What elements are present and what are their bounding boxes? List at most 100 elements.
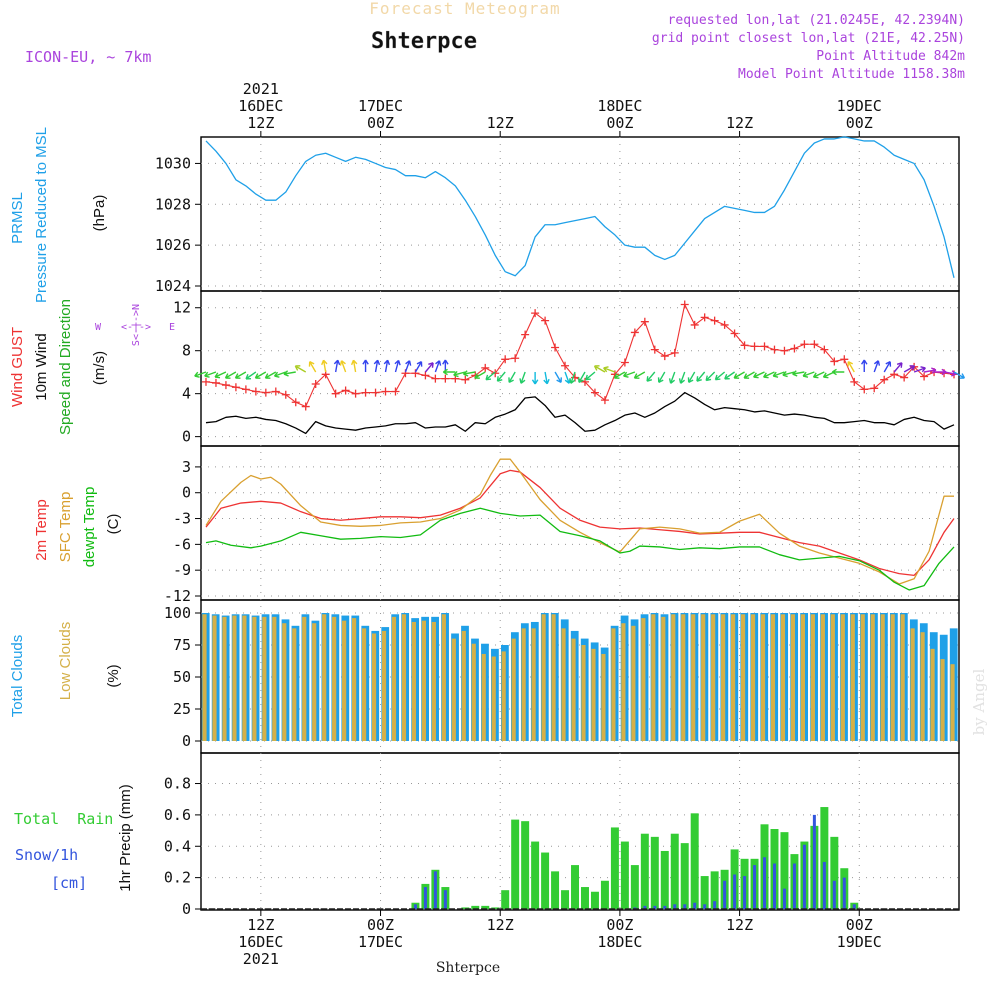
- rain-bar: [551, 871, 560, 909]
- low-cloud-bar: [830, 614, 835, 741]
- bottom-time-label: 16DEC: [238, 933, 283, 951]
- wind-direction-arrow: [657, 371, 666, 384]
- rain-bar: [670, 833, 679, 909]
- snow-bar: [713, 901, 717, 909]
- gust-marker: [561, 361, 570, 370]
- wind-direction-arrow: [883, 360, 892, 373]
- snow-bar: [802, 844, 806, 909]
- bottom-time-label: 12Z: [247, 916, 274, 934]
- y-tick-label: 4: [182, 385, 191, 403]
- wind-direction-arrow: [294, 365, 307, 373]
- prmsl-desc-label: Pressure Reduced to MSL: [33, 127, 50, 303]
- rain-bar: [461, 907, 470, 909]
- low-cloud-bar: [571, 638, 576, 741]
- bottom-time-label: 17DEC: [358, 933, 403, 951]
- top-time-label: 00Z: [606, 114, 633, 132]
- wind-direction-arrow: [519, 371, 526, 384]
- dewpt-line: [205, 507, 955, 591]
- snow-bar: [772, 863, 776, 909]
- gust-marker: [251, 387, 260, 396]
- gust-marker: [710, 316, 719, 325]
- y-tick-label: 0.4: [164, 837, 191, 855]
- y-tick-label: 1030: [155, 154, 191, 172]
- snow-bar: [753, 865, 757, 909]
- y-tick-label: 0: [182, 484, 191, 502]
- rain-bar: [690, 813, 699, 909]
- wind-direction-arrow: [613, 371, 626, 379]
- y-tick-label: 12: [173, 299, 191, 317]
- gust-marker: [351, 389, 360, 398]
- low-cloud-bar: [292, 628, 297, 741]
- y-tick-label: 0.6: [164, 806, 191, 824]
- prmsl-line: [205, 136, 955, 278]
- wind-direction-arrow: [308, 360, 317, 373]
- low-cloud-bar: [820, 614, 825, 741]
- low-cloud-bar: [800, 614, 806, 741]
- rain-bar: [511, 819, 520, 909]
- gust-marker: [720, 320, 729, 329]
- panel-frames: [200, 136, 960, 911]
- snow-bar: [723, 880, 727, 909]
- wind-direction-arrow: [782, 370, 795, 378]
- wind-direction-arrow: [893, 362, 903, 373]
- gust-marker: [301, 402, 310, 411]
- low-cloud-bar: [621, 623, 626, 741]
- low-cloud-bar: [860, 614, 865, 741]
- wind-direction-arrow: [543, 371, 550, 385]
- snow-bar: [443, 890, 447, 909]
- low-cloud-bar: [810, 614, 815, 741]
- rain-bar: [650, 836, 659, 909]
- gust-marker: [441, 374, 450, 383]
- wind-direction-arrow: [687, 371, 696, 384]
- low-cloud-bar: [760, 614, 766, 741]
- wind-labels: Wind GUST 10m Wind Speed and Direction (…: [9, 299, 175, 435]
- gust-marker: [201, 377, 210, 386]
- wind-unit: (m/s): [91, 351, 108, 385]
- wind-direction-arrow: [847, 360, 855, 373]
- top-time-label: 19DEC: [837, 97, 882, 115]
- snow-bar: [653, 905, 657, 909]
- wind-direction-arrow: [668, 371, 676, 384]
- top-time-label: 12Z: [726, 114, 753, 132]
- low-cloud-bar: [361, 628, 367, 741]
- y-tick-label: -12: [164, 587, 191, 605]
- rain-bar: [610, 827, 619, 909]
- t2m-label: 2m Temp: [33, 499, 50, 560]
- wind-direction-arrow: [245, 371, 257, 380]
- rain-bar: [780, 832, 789, 909]
- low-cloud-bar: [501, 651, 506, 741]
- rain-bar: [501, 890, 510, 909]
- gust-marker: [600, 396, 609, 405]
- gust-marker: [900, 373, 909, 382]
- panel-frame-precip: [200, 752, 960, 911]
- gust-marker: [311, 380, 320, 388]
- low-cloud-bar: [491, 656, 496, 741]
- snow-bar: [673, 904, 677, 909]
- gust-marker: [790, 344, 799, 353]
- low-cloud-bar: [411, 621, 417, 741]
- low-cloud-bar: [511, 638, 516, 741]
- low-cloud-bar: [312, 623, 317, 741]
- gust-marker: [531, 309, 540, 318]
- wind-direction-arrow: [414, 360, 423, 373]
- dew-label: dewpt Temp: [81, 487, 98, 568]
- low-cloud-bar: [671, 614, 676, 741]
- bottom-time-label: 18DEC: [597, 933, 642, 951]
- wind-direction-arrow: [333, 359, 341, 373]
- y-tick-label: -3: [173, 510, 191, 528]
- rain-bar: [820, 807, 829, 909]
- wind-direction-arrow: [633, 371, 646, 379]
- y-tick-label: 25: [173, 700, 191, 718]
- low-cloud-bar: [731, 614, 736, 741]
- wind10-line: [205, 391, 955, 435]
- low-cloud-bar: [870, 614, 875, 741]
- low-cloud-bar: [431, 621, 436, 741]
- y-tick-label: 0.8: [164, 775, 191, 793]
- rain-bar: [541, 852, 550, 909]
- snow-bar: [683, 904, 687, 909]
- top-time-label: 16DEC: [238, 97, 283, 115]
- low-cloud-bar: [601, 653, 606, 741]
- gust-marker: [650, 345, 659, 354]
- wind-direction-arrow: [194, 371, 207, 378]
